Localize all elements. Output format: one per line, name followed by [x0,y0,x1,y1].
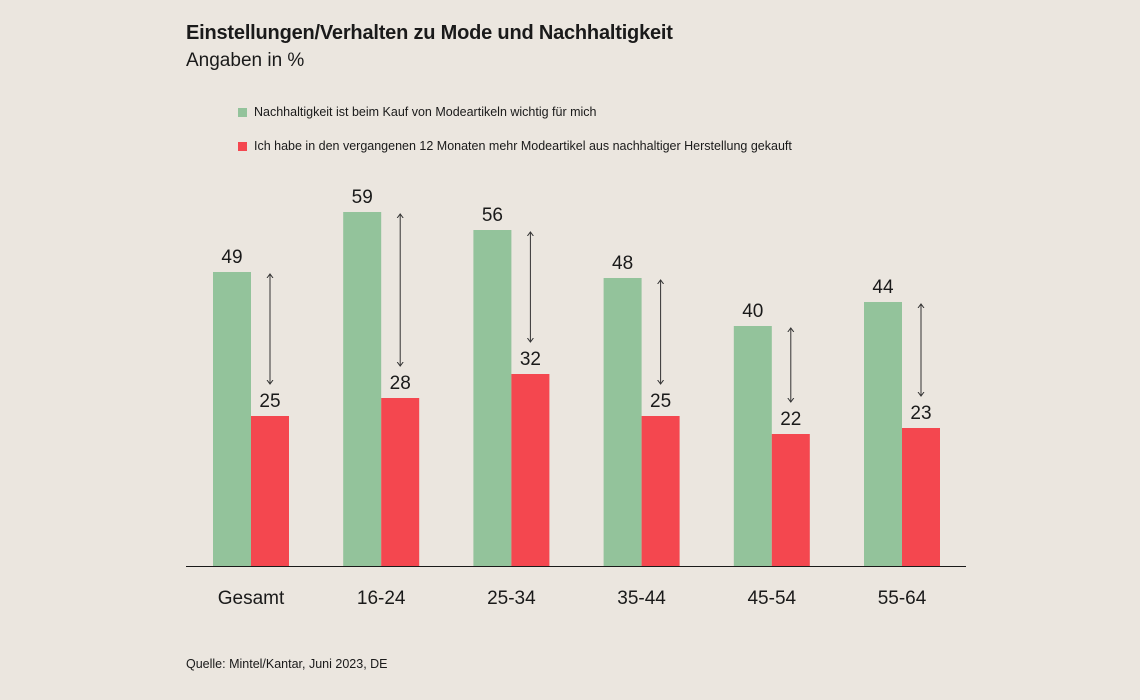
legend-label-importance: Nachhaltigkeit ist beim Kauf von Modeart… [254,105,597,119]
data-label-series-1: 56 [482,205,503,226]
bar-series-1 [473,230,512,566]
x-tick-label: 16-24 [357,588,406,609]
x-tick-label: 35-44 [617,588,666,609]
legend: Nachhaltigkeit ist beim Kauf von Modeart… [238,104,858,172]
source-note: Quelle: Mintel/Kantar, Juni 2023, DE [186,657,388,671]
legend-swatch-green [238,108,247,117]
bar-series-1 [733,326,772,566]
x-tick-label: 25-34 [487,588,536,609]
bar-series-2 [511,374,550,566]
data-label-series-1: 40 [742,301,763,322]
x-tick-label: 45-54 [747,588,796,609]
data-label-series-2: 22 [780,409,801,430]
legend-item-purchase: Ich habe in den vergangenen 12 Monaten m… [238,138,858,154]
data-label-series-1: 48 [612,253,633,274]
bar-series-1 [213,272,251,566]
bar-series-1 [864,302,902,566]
bar-series-2 [251,416,289,566]
data-label-series-1: 44 [872,277,894,298]
legend-item-importance: Nachhaltigkeit ist beim Kauf von Modeart… [238,104,858,120]
data-label-series-2: 25 [650,391,671,412]
data-label-series-2: 23 [910,403,931,424]
chart-title: Einstellungen/Verhalten zu Mode und Nach… [186,22,673,44]
bar-series-2 [381,398,420,566]
data-label-series-1: 59 [352,187,373,208]
bar-series-1 [343,212,382,566]
x-tick-label: Gesamt [218,588,285,609]
bar-series-2 [641,416,680,566]
x-tick-label: 55-64 [878,588,927,609]
chart-subtitle: Angaben in % [186,50,305,71]
legend-swatch-red [238,142,247,151]
data-label-series-2: 25 [259,391,280,412]
bar-series-2 [902,428,940,566]
data-label-series-2: 28 [390,373,411,394]
data-label-series-1: 49 [221,247,242,268]
legend-label-purchase: Ich habe in den vergangenen 12 Monaten m… [254,139,792,153]
bar-series-1 [603,278,642,566]
data-label-series-2: 32 [520,349,541,370]
bar-series-2 [771,434,810,566]
